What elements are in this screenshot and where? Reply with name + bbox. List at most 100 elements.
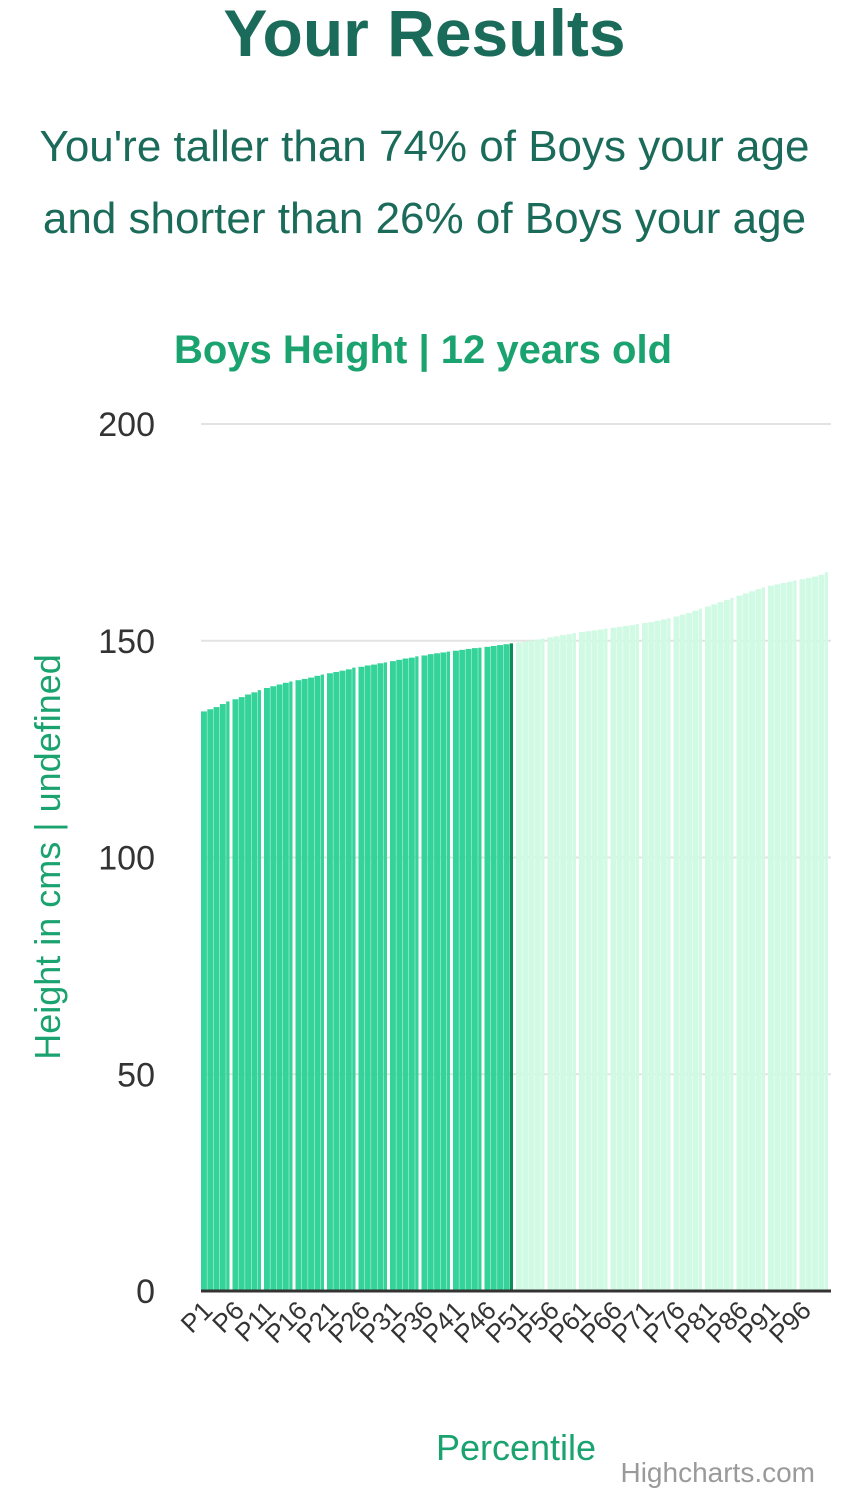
bars — [201, 572, 828, 1291]
bar-p97 — [805, 577, 812, 1291]
bar-p19 — [314, 675, 321, 1291]
bar-p44 — [471, 648, 478, 1291]
bar-p25 — [352, 667, 356, 1291]
bar-p99 — [818, 574, 825, 1291]
bar-p72 — [648, 622, 655, 1291]
page-title: Your Results — [223, 0, 626, 70]
bar-p7 — [238, 697, 245, 1291]
bar-p48 — [497, 645, 503, 1291]
bar-p93 — [780, 583, 787, 1291]
bar-p53 — [528, 640, 535, 1291]
bar-p47 — [490, 645, 497, 1291]
bar-p10 — [257, 690, 261, 1291]
bar-p92 — [774, 584, 781, 1291]
bar-p30 — [383, 662, 387, 1291]
bar-p75 — [667, 618, 671, 1291]
bar-p6 — [232, 699, 239, 1291]
bar-p66 — [610, 627, 617, 1291]
bar-p37 — [427, 654, 434, 1291]
bar-p59 — [566, 634, 573, 1291]
y-tick-label: 200 — [98, 406, 155, 444]
bar-p29 — [377, 663, 384, 1291]
bar-p11 — [264, 688, 270, 1291]
bar-p26 — [358, 666, 365, 1291]
bar-p90 — [761, 587, 765, 1291]
bar-p52 — [522, 641, 529, 1291]
bar-p18 — [308, 677, 314, 1291]
bar-p65 — [604, 628, 608, 1291]
bar-p74 — [660, 619, 667, 1291]
bar-p8 — [245, 694, 251, 1291]
bar-p16 — [295, 680, 302, 1291]
bar-p77 — [679, 614, 686, 1291]
bar-p54 — [534, 639, 541, 1291]
bar-p2 — [207, 709, 214, 1291]
bar-p51 — [516, 642, 522, 1291]
bar-p76 — [673, 616, 680, 1291]
bar-p62 — [585, 631, 592, 1291]
bar-p39 — [440, 652, 447, 1291]
bar-p73 — [654, 620, 661, 1291]
bar-p40 — [446, 651, 450, 1291]
bar-p83 — [717, 602, 724, 1291]
bar-p91 — [768, 585, 774, 1291]
highcharts-credit-link[interactable]: Highcharts.com — [620, 1457, 815, 1488]
bar-p89 — [755, 589, 762, 1291]
bar-p70 — [635, 623, 639, 1291]
bar-p35 — [415, 656, 419, 1291]
taller-than-summary: You're taller than 74% of Boys your age — [39, 122, 810, 171]
bar-p14 — [282, 682, 289, 1291]
bar-p32 — [396, 659, 403, 1291]
bar-p4 — [219, 704, 226, 1291]
bar-p31 — [390, 661, 396, 1291]
bar-p28 — [371, 664, 377, 1291]
y-tick-label: 100 — [98, 840, 155, 878]
bar-p88 — [749, 591, 755, 1291]
bar-p13 — [276, 684, 283, 1291]
bar-p96 — [799, 579, 806, 1291]
bar-p12 — [270, 686, 277, 1291]
bar-p80 — [698, 608, 702, 1291]
bar-p79 — [692, 610, 699, 1291]
bar-p61 — [579, 632, 585, 1291]
bar-p60 — [572, 632, 576, 1291]
bar-p22 — [333, 671, 340, 1291]
bar-p94 — [786, 581, 793, 1291]
y-tick-label: 150 — [98, 623, 155, 661]
bar-p1 — [201, 711, 207, 1291]
bar-p71 — [642, 622, 648, 1291]
bar-p82 — [711, 604, 718, 1291]
bar-p68 — [623, 626, 629, 1291]
bar-p43 — [465, 648, 472, 1291]
bar-p86 — [736, 595, 743, 1291]
shorter-than-summary: and shorter than 26% of Boys your age — [42, 194, 807, 243]
bar-p45 — [478, 647, 482, 1291]
bar-p36 — [421, 655, 428, 1291]
bar-p49 — [503, 644, 510, 1291]
bar-p46 — [484, 646, 491, 1291]
bar-p67 — [616, 626, 623, 1291]
bar-p23 — [339, 670, 346, 1291]
bar-p21 — [327, 673, 333, 1291]
bar-p33 — [402, 658, 409, 1291]
bar-p58 — [560, 635, 566, 1291]
bar-p9 — [251, 692, 258, 1291]
bar-p57 — [553, 636, 560, 1291]
bar-p63 — [591, 630, 598, 1291]
bar-p38 — [434, 653, 440, 1291]
bar-p98 — [812, 576, 818, 1291]
bar-p78 — [686, 613, 692, 1291]
bar-p15 — [289, 681, 293, 1291]
bar-p85 — [730, 597, 734, 1291]
bar-p34 — [408, 657, 415, 1291]
bar-p84 — [723, 600, 730, 1291]
bar-p69 — [629, 625, 636, 1291]
bar-p20 — [320, 674, 324, 1291]
y-tick-label: 0 — [136, 1273, 155, 1311]
bar-p64 — [597, 629, 604, 1291]
y-tick-label: 50 — [117, 1056, 155, 1094]
bar-p87 — [742, 593, 749, 1291]
bar-p27 — [364, 665, 371, 1291]
bar-p3 — [213, 707, 220, 1291]
